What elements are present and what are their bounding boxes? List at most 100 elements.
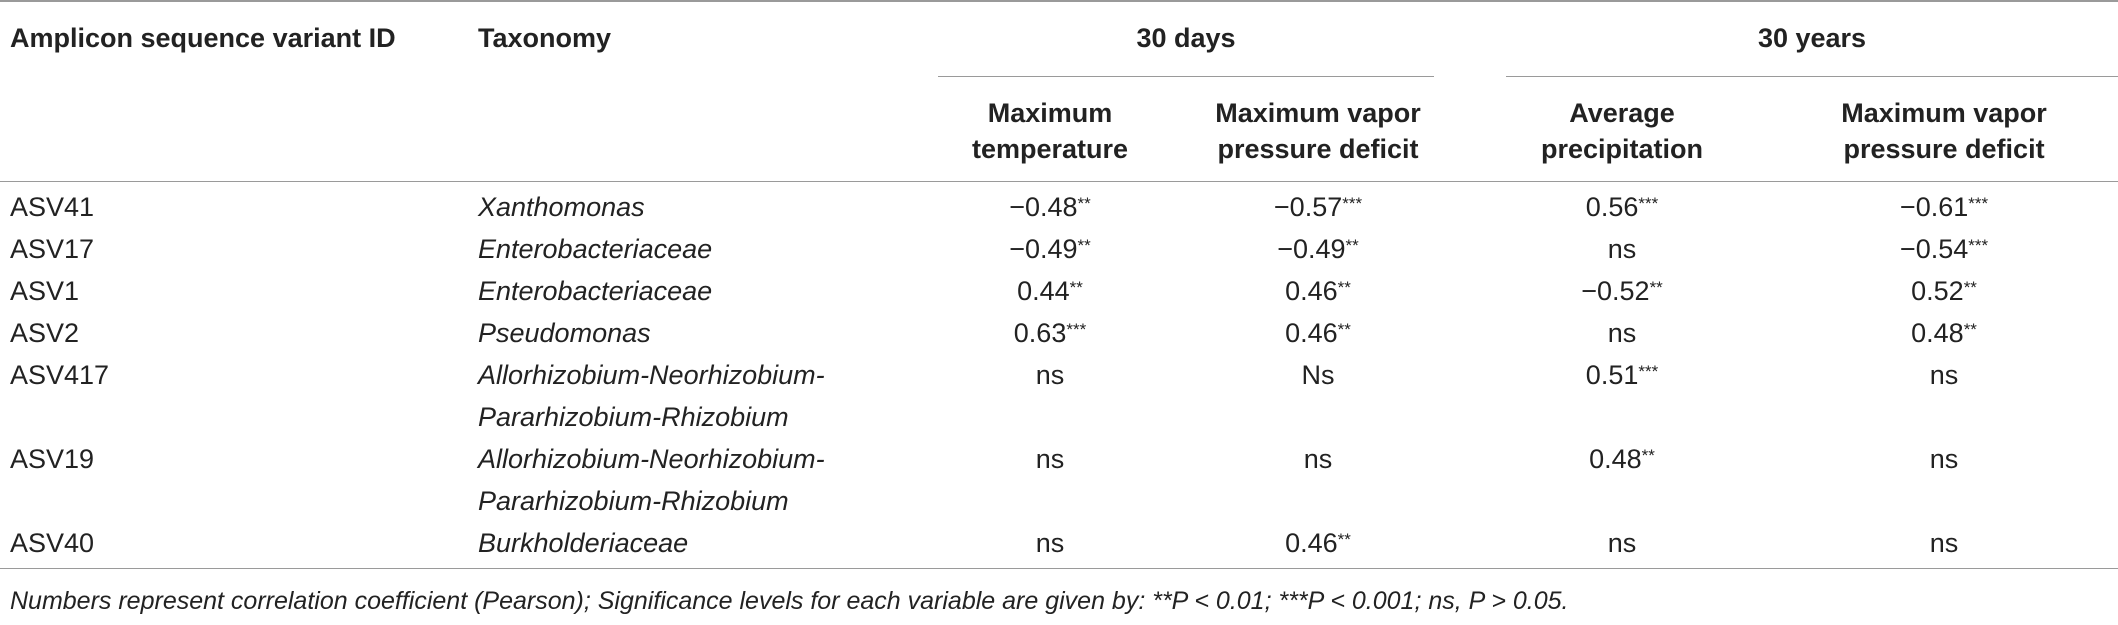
header-max-temperature: Maximum temperature (938, 77, 1162, 182)
cell-max-vpd-days-value: 0.46 (1285, 527, 1338, 558)
header-group-30-years-label: 30 years (1757, 23, 1867, 53)
table-footnote: Numbers represent correlation coefficien… (10, 587, 1569, 615)
cell-max-temperature: ns (938, 521, 1162, 569)
table-row: ASV417 Allorhizobium-Neorhizobium- Pararhi… (0, 354, 2118, 438)
cell-max-vpd-days: ns (1162, 438, 1474, 522)
cell-taxonomy: Allorhizobium-Neorhizobium- Pararhizobium… (468, 354, 938, 438)
header-max-vpd-days-line1: Maximum vapor (1215, 98, 1421, 128)
cell-avg-precipitation: 0.51*** (1474, 354, 1770, 438)
cell-taxonomy-line1: Enterobacteriaceae (478, 275, 713, 306)
header-max-vpd-years-line1: Maximum vapor (1841, 98, 2047, 128)
cell-max-temperature-significance: *** (1066, 319, 1087, 339)
cell-max-temperature: ns (938, 354, 1162, 438)
cell-avg-precipitation-value: ns (1607, 233, 1637, 264)
cell-max-vpd-years-significance: ** (1963, 319, 1977, 339)
cell-max-vpd-days: 0.46** (1162, 312, 1474, 354)
cell-taxonomy: Pseudomonas (468, 312, 938, 354)
header-max-vpd-days-line2: pressure deficit (1217, 134, 1419, 164)
header-max-vpd-years-line2: pressure deficit (1843, 134, 2045, 164)
header-max-vpd-days: Maximum vapor pressure deficit (1162, 77, 1475, 182)
cell-max-vpd-days-value: −0.57 (1273, 191, 1343, 222)
cell-max-vpd-days-significance: ** (1337, 277, 1351, 297)
correlation-table-container: Amplicon sequence variant ID Taxonomy 30… (0, 0, 2118, 569)
table-row: ASV40 Burkholderiaceae ns 0.46** ns ns (0, 521, 2118, 569)
cell-max-vpd-days: −0.57*** (1162, 181, 1474, 228)
cell-asv-id: ASV41 (10, 191, 95, 222)
cell-max-vpd-days-value: −0.49 (1277, 233, 1346, 264)
cell-max-vpd-years-significance: ** (1963, 277, 1977, 297)
cell-asv-id: ASV19 (10, 443, 95, 474)
cell-avg-precipitation-significance: *** (1638, 361, 1659, 381)
table-row: ASV17 Enterobacteriaceae −0.49** −0.49** ns −… (0, 228, 2118, 270)
cell-avg-precipitation-value: 0.56 (1585, 191, 1639, 222)
cell-avg-precipitation-value: ns (1607, 527, 1637, 558)
cell-max-vpd-days-value: 0.46 (1285, 275, 1338, 306)
table-row: ASV19 Allorhizobium-Neorhizobium- Pararhiz… (0, 438, 2118, 522)
cell-max-temperature: −0.49** (938, 228, 1162, 270)
table-row: ASV41 Xanthomonas −0.48** −0.57*** 0.56*** −0… (0, 181, 2118, 228)
cell-avg-precipitation-significance: *** (1638, 193, 1659, 213)
cell-max-temperature-significance: ** (1077, 235, 1091, 255)
table-row: ASV2 Pseudomonas 0.63*** 0.46** ns 0.48** (0, 312, 2118, 354)
cell-max-vpd-days-significance: ** (1337, 529, 1351, 549)
header-avg-precipitation-line2: precipitation (1541, 134, 1704, 164)
cell-max-vpd-days-significance: *** (1342, 193, 1363, 213)
cell-max-vpd-years-significance: *** (1968, 193, 1989, 213)
cell-max-temperature-value: ns (1035, 359, 1065, 390)
cell-avg-precipitation-value: −0.52 (1581, 275, 1650, 306)
header-group-30-days: 30 days (938, 0, 1475, 77)
correlation-table: Amplicon sequence variant ID Taxonomy 30… (0, 0, 2118, 569)
cell-max-vpd-years: ns (1770, 438, 2118, 522)
cell-avg-precipitation: 0.56*** (1474, 181, 1770, 228)
cell-max-vpd-days-value: ns (1303, 443, 1333, 474)
cell-avg-precipitation: ns (1474, 228, 1770, 270)
cell-taxonomy: Burkholderiaceae (468, 521, 938, 569)
cell-taxonomy-line1: Xanthomonas (478, 191, 645, 222)
cell-avg-precipitation-significance: ** (1641, 445, 1655, 465)
header-group-30-years: 30 years (1474, 0, 2118, 77)
cell-max-vpd-years-value: −0.54 (1899, 233, 1969, 264)
cell-max-vpd-days-value: Ns (1301, 359, 1335, 390)
cell-max-vpd-years: ns (1770, 354, 2118, 438)
cell-taxonomy: Enterobacteriaceae (468, 270, 938, 312)
cell-max-temperature-value: −0.48 (1009, 191, 1078, 222)
cell-taxonomy: Enterobacteriaceae (468, 228, 938, 270)
cell-max-vpd-days-significance: ** (1345, 235, 1359, 255)
cell-max-vpd-years: 0.52** (1770, 270, 2118, 312)
cell-taxonomy-line2: Pararhizobium-Rhizobium (478, 485, 789, 516)
cell-max-vpd-years: −0.61*** (1770, 181, 2118, 228)
cell-avg-precipitation-value: ns (1607, 317, 1637, 348)
cell-avg-precipitation: ns (1474, 312, 1770, 354)
cell-avg-precipitation: ns (1474, 521, 1771, 569)
cell-max-vpd-years: ns (1770, 521, 2118, 569)
header-group-30-days-label: 30 days (1136, 23, 1236, 53)
cell-max-vpd-days-value: 0.46 (1285, 317, 1338, 348)
cell-max-vpd-years-value: ns (1929, 527, 1959, 558)
cell-max-vpd-days: 0.46** (1162, 270, 1474, 312)
cell-max-temperature-value: −0.49 (1009, 233, 1078, 264)
cell-max-vpd-years: −0.54*** (1770, 228, 2118, 270)
cell-asv-id: ASV40 (0, 521, 468, 569)
cell-max-temperature: −0.48** (938, 181, 1162, 228)
header-max-temperature-line1: Maximum (987, 98, 1113, 128)
cell-taxonomy-line1: Burkholderiaceae (478, 527, 689, 558)
cell-asv-id: ASV1 (10, 275, 80, 306)
header-asv-id: Amplicon sequence variant ID (0, 0, 468, 77)
cell-max-temperature: ns (938, 438, 1162, 522)
header-group-30-days-rule (938, 76, 1435, 77)
cell-max-vpd-days: −0.49** (1162, 228, 1474, 270)
cell-max-vpd-years-significance: *** (1968, 235, 1989, 255)
cell-max-temperature: 0.63*** (938, 312, 1162, 354)
cell-max-vpd-years-value: ns (1929, 359, 1959, 390)
cell-max-vpd-days: 0.46** (1162, 521, 1475, 569)
cell-avg-precipitation: −0.52** (1474, 270, 1770, 312)
cell-taxonomy-line1: Allorhizobium-Neorhizobium- (478, 359, 825, 390)
cell-avg-precipitation-value: 0.51 (1585, 359, 1639, 390)
cell-max-vpd-years-value: −0.61 (1899, 191, 1969, 222)
cell-max-temperature-value: ns (1035, 443, 1065, 474)
table-body: ASV41 Xanthomonas −0.48** −0.57*** 0.56*** −0… (0, 181, 2118, 569)
header-group-30-years-rule (1506, 76, 2118, 77)
table-row: ASV1 Enterobacteriaceae 0.44** 0.46** −0.52*… (0, 270, 2118, 312)
cell-max-vpd-years-value: 0.52 (1911, 275, 1964, 306)
cell-max-temperature-significance: ** (1069, 277, 1083, 297)
